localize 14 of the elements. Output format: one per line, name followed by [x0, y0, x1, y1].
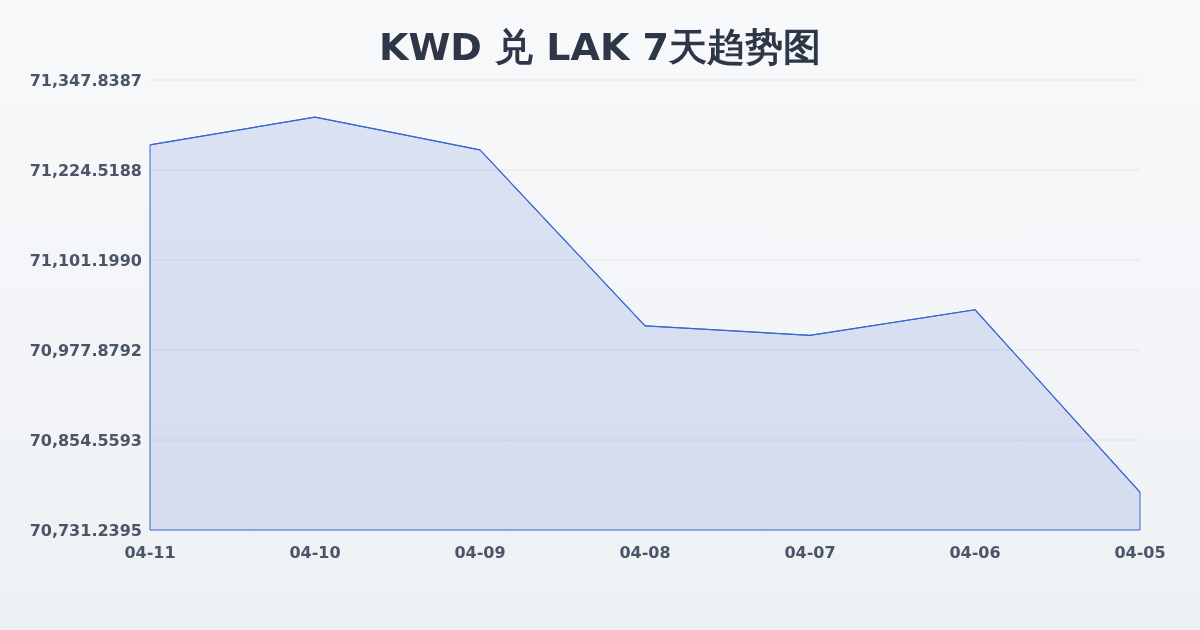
- y-tick-label: 70,731.2395: [29, 521, 142, 540]
- x-tick-label: 04-06: [949, 543, 1001, 562]
- x-tick-label: 04-05: [1114, 543, 1166, 562]
- y-tick-label: 71,347.8387: [29, 71, 142, 90]
- x-tick-label: 04-11: [124, 543, 176, 562]
- x-tick-label: 04-10: [289, 543, 341, 562]
- x-tick-label: 04-08: [619, 543, 671, 562]
- y-tick-label: 70,854.5593: [29, 431, 142, 450]
- x-tick-label: 04-09: [454, 543, 506, 562]
- chart-title: KWD 兑 LAK 7天趋势图: [378, 25, 822, 69]
- y-tick-label: 70,977.8792: [29, 341, 142, 360]
- x-tick-label: 04-07: [784, 543, 836, 562]
- y-tick-label: 71,224.5188: [29, 161, 142, 180]
- y-tick-label: 71,101.1990: [29, 251, 142, 270]
